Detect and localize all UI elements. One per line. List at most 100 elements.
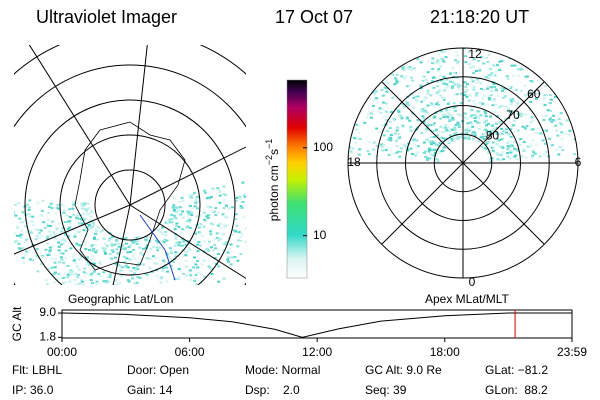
speckle — [64, 233, 68, 236]
speckle — [492, 85, 496, 88]
speckle — [226, 260, 230, 263]
speckle — [18, 247, 22, 250]
speckle — [539, 132, 543, 135]
speckle — [69, 247, 73, 250]
speckle — [31, 221, 35, 224]
speckle — [472, 113, 476, 116]
speckle — [80, 202, 84, 205]
speckle — [505, 128, 509, 131]
speckle — [463, 94, 467, 97]
speckle — [464, 85, 468, 88]
speckle — [136, 267, 140, 270]
speckle — [482, 88, 486, 91]
speckle — [136, 275, 140, 278]
speckle — [507, 133, 511, 136]
speckle — [456, 62, 460, 65]
speckle — [400, 75, 404, 78]
speckle — [401, 143, 405, 146]
speckle — [357, 153, 361, 156]
speckle — [430, 103, 434, 106]
speckle — [80, 216, 84, 219]
speckle — [85, 263, 89, 266]
speckle — [84, 240, 88, 243]
speckle — [198, 244, 202, 247]
speckle — [62, 211, 66, 214]
speckle — [156, 249, 160, 252]
speckle — [409, 68, 413, 71]
speckle — [358, 148, 362, 151]
speckle — [153, 238, 157, 241]
speckle — [123, 266, 127, 269]
speckle — [84, 248, 88, 251]
speckle — [155, 246, 159, 249]
speckle — [426, 60, 430, 63]
speckle — [469, 121, 473, 124]
speckle — [135, 242, 139, 245]
speckle — [506, 126, 510, 129]
speckle — [133, 272, 137, 275]
speckle — [60, 258, 64, 261]
speckle — [498, 105, 502, 108]
speckle — [106, 275, 110, 278]
speckle — [466, 134, 470, 137]
speckle — [421, 117, 425, 120]
speckle — [66, 264, 70, 267]
speckle — [44, 279, 48, 282]
speckle — [174, 216, 178, 219]
speckle — [513, 64, 517, 67]
speckle — [132, 273, 136, 276]
speckle — [213, 243, 217, 246]
speckle — [95, 286, 98, 288]
speckle — [190, 207, 194, 210]
speckle — [167, 255, 171, 258]
speckle — [431, 62, 435, 65]
speckle — [182, 286, 185, 288]
speckle — [440, 96, 444, 99]
speckle — [477, 122, 481, 125]
speckle — [82, 229, 86, 232]
speckle — [227, 256, 231, 259]
speckle — [174, 206, 178, 209]
speckle — [446, 125, 450, 128]
speckle — [549, 94, 553, 97]
speckle — [45, 283, 49, 285]
speckle — [14, 241, 16, 244]
speckle — [221, 213, 225, 216]
speckle — [206, 214, 210, 217]
speckle — [456, 137, 460, 140]
speckle — [214, 206, 218, 209]
speckle — [395, 140, 399, 143]
speckle — [68, 208, 72, 211]
speckle — [187, 246, 191, 249]
speckle — [565, 119, 569, 122]
speckle — [555, 149, 559, 152]
speckle — [386, 82, 390, 85]
speckle — [168, 219, 172, 222]
speckle — [68, 215, 72, 218]
speckle — [367, 153, 371, 156]
speckle — [29, 219, 33, 222]
speckle — [495, 143, 499, 146]
speckle — [253, 184, 256, 186]
speckle — [80, 280, 84, 283]
speckle — [77, 211, 81, 214]
speckle — [543, 94, 547, 97]
speckle — [198, 215, 202, 218]
speckle — [71, 203, 75, 206]
speckle — [415, 101, 419, 104]
speckle — [238, 195, 242, 198]
speckle — [195, 215, 199, 218]
speckle — [389, 137, 393, 140]
speckle — [445, 129, 449, 132]
speckle — [54, 288, 57, 290]
speckle — [192, 266, 196, 269]
speckle — [83, 243, 87, 246]
speckle — [222, 226, 226, 229]
speckle — [63, 239, 67, 242]
speckle — [190, 211, 194, 214]
speckle — [419, 85, 423, 88]
speckle — [397, 80, 401, 83]
speckle — [467, 129, 471, 132]
speckle — [177, 251, 181, 254]
speckle — [442, 75, 446, 78]
